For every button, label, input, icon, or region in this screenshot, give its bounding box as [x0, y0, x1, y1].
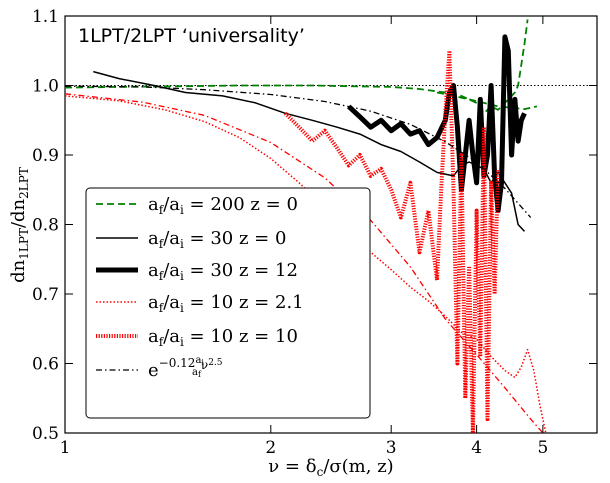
series-line-2 [93, 70, 526, 232]
y-axis-label: dn1LPT/dn2LPT [8, 167, 31, 283]
axis-ticks: 1 2 3 4 5 0.5 0.6 0.7 0.8 0.9 1.0 1.1 [32, 7, 597, 458]
y-tick-label: 0.5 [32, 424, 59, 444]
legend-label: af/ai = 200 z = 0 [148, 194, 298, 217]
legend-box [85, 187, 371, 419]
x-tick-label: 5 [537, 438, 548, 458]
x-axis-label: ν = δc/σ(m, z) [268, 456, 393, 479]
x-tick-label: 2 [265, 438, 276, 458]
y-tick-label: 0.6 [32, 355, 59, 375]
y-tick-label: 0.8 [32, 216, 59, 236]
y-tick-label: 1.0 [32, 77, 59, 97]
legend-label: e−0.12ai afν2.5 [148, 355, 223, 381]
y-tick-label: 0.9 [32, 146, 59, 166]
x-tick-label: 1 [60, 438, 71, 458]
series-line-6 [64, 85, 532, 218]
x-tick-label: 3 [386, 438, 397, 458]
legend-label: af/ai = 10 z = 2.1 [148, 292, 304, 315]
series-line-3 [346, 34, 527, 214]
series-line-0 [64, 19, 529, 115]
legend: af/ai = 200 z = 0 af/ai = 30 z = 0 af/ai =… [85, 187, 371, 419]
legend-label: af/ai = 10 z = 10 [148, 326, 298, 349]
x-tick-label: 4 [471, 438, 482, 458]
legend-label: af/ai = 30 z = 12 [148, 260, 298, 283]
legend-label: af/ai = 30 z = 0 [148, 228, 286, 251]
y-tick-label: 0.7 [32, 285, 59, 305]
series-layer [64, 19, 547, 435]
series-line-7 [64, 93, 544, 434]
chart-title: 1LPT/2LPT ‘universality’ [78, 25, 305, 47]
y-tick-label: 1.1 [32, 7, 59, 27]
series-line-5 [283, 48, 501, 435]
